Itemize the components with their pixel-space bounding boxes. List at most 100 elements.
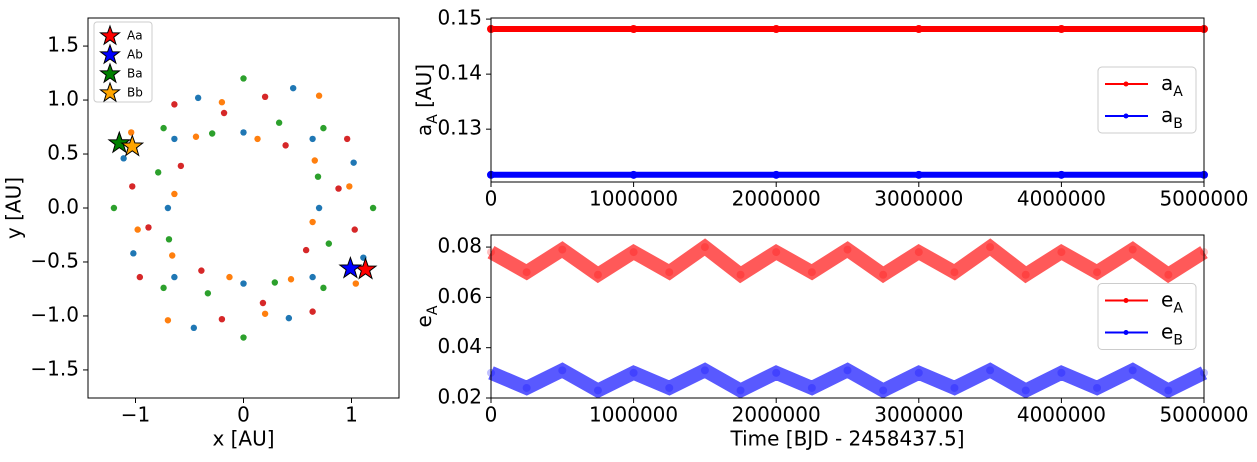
legend-label: Ab	[127, 48, 143, 62]
trail-point	[160, 284, 167, 292]
trail-point	[164, 317, 172, 324]
trail-point	[261, 93, 269, 101]
legend-dot	[1123, 298, 1129, 303]
series-point	[1093, 268, 1102, 277]
legend-label: aB	[1161, 103, 1183, 133]
series-point	[879, 386, 888, 395]
trail-point	[287, 276, 295, 283]
y-tick-label: 1.5	[47, 33, 79, 57]
x-tick-label: 0	[485, 187, 498, 211]
trail-point	[129, 183, 136, 190]
y-axis-label: y [AU]	[2, 177, 26, 239]
series-point	[914, 170, 923, 179]
trail-point	[282, 142, 289, 149]
legend-label-sub: A	[1173, 301, 1183, 317]
trail-point	[314, 173, 322, 180]
trail-point	[351, 226, 358, 233]
series-point	[807, 383, 816, 392]
legend-label-main: e	[1161, 319, 1173, 343]
series-line	[488, 362, 1208, 399]
y-tick-label: 0.04	[437, 334, 482, 358]
legend-dot	[1123, 113, 1129, 119]
y-tick-label: 0.02	[437, 385, 482, 409]
y-axis-label-main: a	[412, 124, 436, 136]
trail-point	[134, 226, 141, 233]
y-tick-label: 0.06	[437, 284, 482, 308]
x-tick-label: 4000000	[1017, 403, 1106, 427]
legend-label: Ba	[127, 67, 143, 81]
trail-point	[335, 185, 342, 192]
y-axis-label: eA	[412, 305, 442, 327]
trail-point	[169, 252, 176, 259]
series-point	[772, 368, 781, 377]
x-axis-label: Time [BJD - 2458437.5]	[729, 427, 964, 451]
series-point	[522, 383, 531, 392]
trail-point	[315, 92, 323, 99]
series-point	[1057, 368, 1066, 377]
trail-point	[120, 155, 127, 162]
y-tick-label: 0.14	[437, 61, 482, 85]
x-tick-label: 3000000	[874, 187, 963, 211]
trail-point	[271, 279, 279, 286]
trail-point	[240, 280, 247, 287]
trail-point	[346, 183, 353, 190]
series-point	[665, 268, 674, 277]
trail-point	[171, 273, 178, 281]
trail-point	[289, 84, 297, 92]
trail-point	[275, 119, 283, 126]
star-marker	[120, 133, 145, 157]
trail-point	[160, 124, 167, 132]
y-axis-label-unit: [AU]	[412, 64, 436, 114]
legend-label-main: a	[1161, 103, 1173, 127]
trail-point	[204, 290, 212, 297]
legend-label-sub: B	[1173, 116, 1183, 132]
y-tick-label: 0.15	[437, 6, 482, 30]
series-point	[843, 366, 852, 375]
y-axis-label: aA [AU]	[412, 64, 442, 136]
legend-dot	[1123, 330, 1129, 335]
y-tick-label: −1.0	[30, 302, 79, 326]
series-point	[1128, 245, 1137, 254]
axes-frame	[490, 17, 1205, 183]
series-point	[1021, 270, 1030, 279]
series-point	[807, 268, 816, 277]
x-tick-label: 0	[485, 403, 498, 427]
series-point	[772, 170, 781, 179]
trail-point	[240, 75, 247, 82]
trail-point	[165, 236, 173, 243]
x-axis-label: x [AU]	[212, 427, 274, 451]
x-tick-label: −1	[121, 403, 150, 427]
legend-label: eB	[1161, 319, 1183, 349]
series-point	[522, 268, 531, 277]
series-point	[1057, 25, 1066, 34]
trail-point	[164, 204, 172, 212]
trail-point	[198, 267, 205, 274]
trail-point	[145, 224, 152, 231]
y-tick-label: 0.0	[47, 195, 79, 219]
trail-point	[192, 133, 200, 140]
star-marker	[338, 255, 363, 279]
y-tick-label: 0.08	[437, 234, 482, 258]
series-point	[772, 248, 781, 257]
trail-point	[320, 124, 327, 132]
trail-point	[136, 273, 144, 281]
trail-point	[350, 159, 357, 166]
trail-point	[218, 315, 226, 323]
trail-point	[218, 99, 226, 106]
x-tick-label: 2000000	[732, 187, 821, 211]
series-point	[736, 270, 745, 279]
series-point	[665, 383, 674, 392]
legend-label: aA	[1161, 71, 1183, 101]
trail-point	[259, 299, 267, 307]
series-point	[1021, 386, 1030, 395]
trail-point	[369, 204, 377, 212]
y-tick-label: −1.5	[30, 356, 79, 380]
series-point	[700, 366, 709, 375]
trail-point	[154, 169, 162, 176]
x-tick-label: 3000000	[874, 403, 963, 427]
y-axis-label-sub: A	[425, 305, 441, 315]
series-line	[487, 238, 1208, 284]
legend-dot	[1123, 81, 1129, 87]
trail-point	[261, 310, 269, 317]
trail-point	[254, 135, 261, 143]
